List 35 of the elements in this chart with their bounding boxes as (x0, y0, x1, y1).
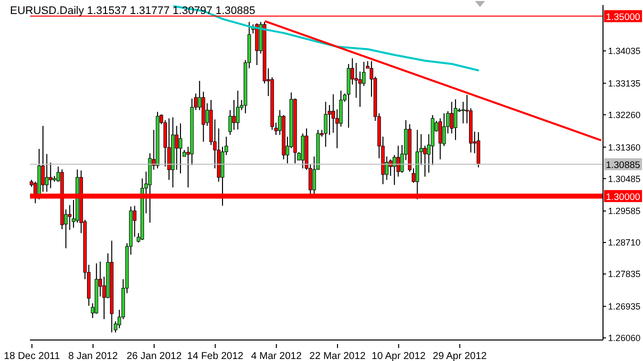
y-tick-label: 1.28710 (608, 238, 641, 248)
x-tick-label: 8 Jan 2012 (68, 351, 118, 361)
y-tick-label: 1.34035 (608, 46, 641, 56)
x-tick-label: 4 Mar 2012 (251, 351, 302, 361)
candlestick (392, 154, 396, 186)
candlestick (232, 99, 236, 130)
x-tick-label: 29 Apr 2012 (432, 351, 488, 361)
candlestick (167, 118, 171, 180)
candlestick (461, 101, 465, 124)
y-tick-label: 1.33135 (608, 78, 641, 88)
y-tick-label: 1.31360 (608, 142, 641, 152)
candlestick (178, 122, 182, 174)
x-tick-label: 22 Mar 2012 (309, 351, 366, 361)
candlestick (476, 132, 480, 168)
candlestick (438, 118, 442, 160)
ref-line-label: 1.35000 (606, 12, 640, 24)
x-tick-label: 18 Dec 2011 (4, 351, 60, 361)
candlestick (236, 90, 240, 130)
y-tick-label: 1.30485 (608, 174, 641, 184)
candlestick (454, 98, 458, 140)
y-tick-label: 1.26060 (608, 333, 641, 344)
y-tick-label: 1.32260 (608, 110, 641, 120)
y-tick-label: 1.27835 (608, 269, 641, 280)
candlestick (48, 162, 52, 189)
candlestick (174, 125, 178, 170)
x-tick-label: 26 Jan 2012 (126, 351, 182, 361)
candlestick (45, 153, 49, 192)
ref-line-label: 1.30885 (606, 160, 640, 172)
line-series (172, 5, 480, 72)
x-tick-label: 14 Feb 2012 (187, 351, 244, 361)
ref-line-label: 1.30000 (606, 192, 640, 204)
candlestick (324, 101, 328, 148)
x-tick-label: 10 Apr 2012 (372, 351, 426, 361)
y-tick-label: 1.26935 (608, 302, 641, 312)
y-tick-label: 1.29585 (608, 206, 641, 216)
